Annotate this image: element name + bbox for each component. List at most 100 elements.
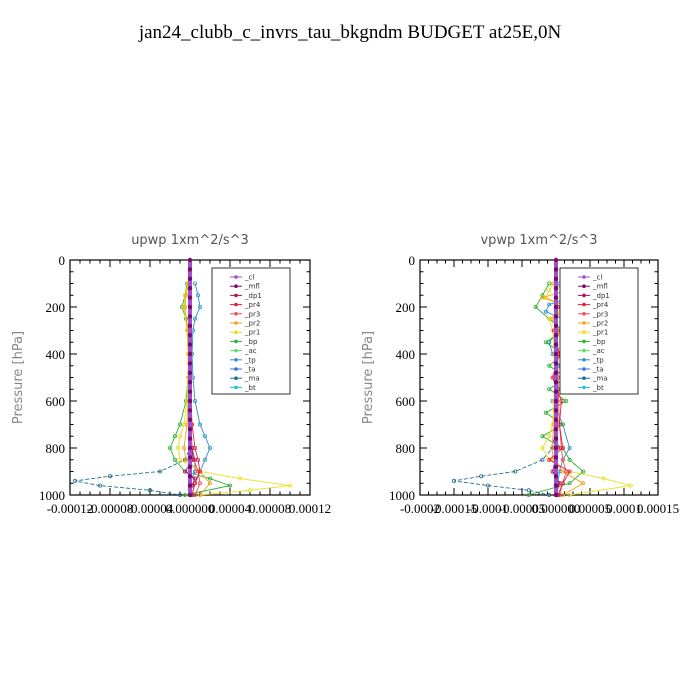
series-point-mfl xyxy=(187,427,193,432)
legend-entry: _pr4 xyxy=(244,301,261,309)
series-point-mfl xyxy=(187,314,193,319)
series-point-tp xyxy=(543,309,548,314)
y-tick-label: 400 xyxy=(396,347,416,362)
series-point-mfl xyxy=(187,361,193,366)
series-point-mfl xyxy=(553,474,559,479)
series-point-mfl xyxy=(553,323,559,328)
legend-marker xyxy=(234,321,238,325)
series-point-tp xyxy=(192,398,197,403)
series-point-pr1 xyxy=(237,476,242,481)
legend-entry: _pr2 xyxy=(592,320,608,328)
legend-entry: _bp xyxy=(244,338,258,346)
upwp-chart: upwp 1xm^2/s^3 Pressure [hPa] 0 200 400 600 80… xyxy=(11,233,331,516)
series-point-ma xyxy=(479,474,484,479)
legend-marker xyxy=(582,275,586,279)
series-point-ma xyxy=(98,483,103,488)
legend-entry: _dp1 xyxy=(592,292,610,300)
series-point-tp xyxy=(202,434,207,439)
series-point-tp xyxy=(195,293,200,298)
series-point-mfl xyxy=(553,314,559,319)
x-tick-label: -0.00005 xyxy=(499,501,546,516)
series-point-bp xyxy=(547,387,552,392)
y-tick-label: 600 xyxy=(396,394,416,409)
series-point-tp xyxy=(197,304,202,309)
y-tick-label: 800 xyxy=(46,441,66,456)
y-tick-label: 0 xyxy=(59,253,66,268)
series-point-tp xyxy=(192,281,197,286)
series-point-mfl xyxy=(553,445,559,451)
legend-entry: _pr2 xyxy=(244,320,260,328)
series-point-mfl xyxy=(187,380,193,385)
series-point-mfl xyxy=(187,295,193,300)
series-point-mfl xyxy=(187,408,193,413)
series-point-mfl xyxy=(553,286,559,291)
series-point-mfl xyxy=(187,445,193,451)
series-point-bp xyxy=(172,457,177,462)
y-tick-label: 200 xyxy=(46,300,66,315)
series-point-mfl xyxy=(553,483,559,488)
legend-marker xyxy=(234,284,238,289)
series-point-pr1 xyxy=(175,445,180,450)
legend-marker xyxy=(234,376,238,381)
series-point-pr1 xyxy=(247,488,252,493)
series-line-pr2 xyxy=(183,283,211,496)
series-point-mfl xyxy=(187,351,193,357)
series-point-mfl xyxy=(187,436,193,441)
legend-entry: _dp1 xyxy=(244,292,262,300)
legend-marker xyxy=(582,339,586,344)
x-tick-label: 0.0001 xyxy=(606,501,642,516)
series-point-tp xyxy=(207,445,212,450)
series-point-ma xyxy=(157,469,162,474)
series-point-mfl xyxy=(553,380,559,385)
legend-entry: _bt xyxy=(592,384,604,392)
series-point-pr4 xyxy=(547,457,552,462)
series-point-mfl xyxy=(187,276,193,281)
legend-entry: _pr3 xyxy=(244,310,260,318)
series-point-pr1 xyxy=(567,492,572,497)
series-point-bp xyxy=(564,398,569,403)
series-point-mfl xyxy=(553,257,559,263)
page-title: jan24_clubb_c_invrs_tau_bkgndm BUDGET at… xyxy=(138,22,562,43)
y-tick-label: 600 xyxy=(46,394,66,409)
series-point-bp xyxy=(182,492,187,497)
series-point-ma xyxy=(513,469,518,474)
series-point-mfl xyxy=(187,474,193,479)
legend-marker xyxy=(234,385,238,390)
legend-marker xyxy=(234,275,238,279)
series-point-mfl xyxy=(187,492,193,498)
x-tick-label: -0.00012 xyxy=(47,501,94,516)
series-point-bp xyxy=(547,363,552,368)
series-line-pr1 xyxy=(177,283,291,496)
series-point-mfl xyxy=(187,483,193,488)
legend-marker xyxy=(582,348,586,353)
series-point-mfl xyxy=(187,417,193,422)
x-tick-label: 0.00004 xyxy=(209,501,252,516)
legend-marker xyxy=(582,330,586,335)
series-point-mfl xyxy=(553,427,559,432)
series-point-pr1 xyxy=(628,483,633,488)
series-point-mfl xyxy=(553,333,559,338)
legend-marker xyxy=(582,293,586,298)
series-point-mfl xyxy=(187,342,193,347)
series-point-mfl xyxy=(553,436,559,441)
series-point-pr1 xyxy=(177,434,182,439)
series-point-bp xyxy=(177,422,182,427)
series-point-mfl xyxy=(187,286,193,291)
series-point-bp xyxy=(567,457,572,462)
series-point-bp xyxy=(172,434,177,439)
legend-entry: _cl xyxy=(244,274,254,282)
legend-marker xyxy=(234,293,238,298)
legend-entry: _ma xyxy=(244,375,260,383)
legend-entry: _pr3 xyxy=(592,310,608,318)
series-line-ma xyxy=(453,283,557,496)
legend-entry: _bp xyxy=(592,338,606,346)
chart-title: upwp 1xm^2/s^3 xyxy=(131,233,249,248)
series-point-bp xyxy=(581,469,586,474)
legend-marker xyxy=(582,367,586,371)
series-point-mfl xyxy=(187,333,193,338)
series-line-ma xyxy=(74,283,191,496)
series-line-tp xyxy=(191,283,211,496)
legend-marker xyxy=(234,302,238,307)
series-point-tp xyxy=(197,422,202,427)
